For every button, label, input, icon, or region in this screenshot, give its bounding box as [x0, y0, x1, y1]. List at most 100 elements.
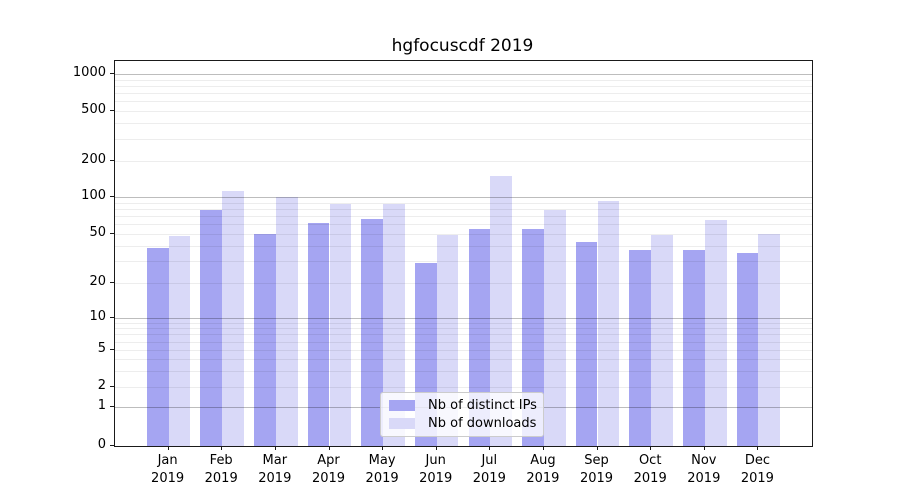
bar-downloads-jan	[168, 235, 191, 446]
x-tick-label: Oct 2019	[633, 453, 667, 486]
y-tick-mark	[110, 160, 114, 161]
legend-label-downloads: Nb of downloads	[428, 415, 537, 431]
x-tick-mark	[542, 446, 544, 450]
gridline-minor	[115, 334, 812, 336]
x-tick-mark	[274, 446, 276, 450]
x-tick-mark	[489, 446, 491, 450]
legend-item-downloads: Nb of downloads	[389, 415, 537, 432]
bar-distinct-ips-oct	[629, 249, 652, 446]
y-tick-label: 0	[97, 437, 106, 452]
x-tick-label: Aug 2019	[526, 453, 560, 486]
gridline-minor	[115, 216, 812, 217]
bar-distinct-ips-aug	[522, 228, 544, 446]
legend-swatch-downloads	[389, 417, 415, 429]
bar-downloads-dec	[758, 233, 781, 446]
gridline-minor	[115, 350, 812, 351]
y-tick-mark	[110, 445, 114, 446]
legend-item-distinct-ips: Nb of distinct IPs	[389, 397, 537, 414]
gridline-major	[115, 197, 812, 199]
bar-downloads-feb	[222, 191, 244, 446]
x-tick-label: Apr 2019	[311, 453, 346, 486]
bar-distinct-ips-may	[361, 219, 384, 446]
bar-downloads-may	[383, 204, 405, 446]
x-tick-label: Nov 2019	[687, 453, 721, 486]
y-tick-label: 500	[81, 102, 106, 117]
gridline-minor	[115, 370, 812, 372]
x-tick-mark	[596, 446, 598, 450]
y-tick-label: 1	[97, 398, 106, 413]
gridline-minor	[115, 123, 812, 125]
x-tick-label: May 2019	[365, 453, 399, 486]
bar-downloads-sep	[597, 200, 620, 446]
bar-downloads-aug	[543, 210, 566, 446]
y-tick-mark	[110, 196, 114, 198]
gridline-minor	[115, 341, 812, 343]
x-tick-label: Jul 2019	[472, 453, 506, 486]
x-tick-label: Feb 2019	[204, 453, 238, 486]
gridline-minor	[115, 79, 812, 81]
y-tick-label: 200	[81, 152, 106, 167]
y-tick-label: 50	[89, 224, 106, 240]
x-tick-mark	[650, 446, 652, 450]
gridline-major	[115, 74, 812, 76]
bar-distinct-ips-jan	[146, 248, 169, 446]
legend: Nb of distinct IPs Nb of downloads	[380, 392, 544, 437]
x-tick-mark	[167, 446, 169, 450]
bar-downloads-jul	[490, 176, 513, 446]
y-tick-mark	[110, 349, 114, 350]
bar-distinct-ips-mar	[254, 233, 276, 446]
gridline-minor	[115, 233, 812, 235]
gridline-minor	[115, 387, 812, 388]
gridline-major	[115, 317, 812, 319]
y-tick-label: 5	[97, 341, 106, 356]
y-tick-mark	[110, 406, 114, 407]
y-tick-label: 10	[89, 308, 106, 324]
gridline-minor	[115, 261, 812, 262]
gridline-minor	[115, 86, 812, 88]
legend-swatch-distinct-ips	[389, 400, 415, 412]
bar-distinct-ips-dec	[736, 252, 759, 446]
y-tick-mark	[110, 281, 114, 283]
gridline-minor	[115, 245, 812, 247]
x-tick-mark	[757, 446, 759, 450]
x-tick-mark	[382, 446, 384, 450]
y-tick-label: 20	[89, 273, 106, 289]
legend-label-distinct-ips: Nb of distinct IPs	[428, 398, 537, 414]
y-tick-label: 1000	[72, 65, 106, 81]
gridline-minor	[115, 322, 812, 324]
gridline-minor	[115, 138, 812, 140]
plot-area	[114, 60, 813, 447]
gridline-minor	[115, 224, 812, 226]
bar-downloads-apr	[329, 204, 352, 446]
x-tick-label: Jan 2019	[151, 453, 185, 486]
gridline-minor	[115, 93, 812, 95]
y-tick-label: 100	[81, 188, 106, 204]
x-tick-mark	[328, 446, 330, 450]
bar-downloads-nov	[704, 219, 727, 446]
y-tick-mark	[110, 110, 114, 111]
bar-distinct-ips-feb	[200, 210, 223, 446]
gridline-minor	[115, 282, 812, 284]
bar-distinct-ips-jul	[468, 228, 491, 446]
y-tick-mark	[110, 232, 114, 234]
gridline-minor	[115, 101, 812, 103]
x-tick-label: Jun 2019	[419, 453, 453, 486]
y-tick-label: 2	[97, 378, 106, 393]
x-tick-label: Mar 2019	[258, 453, 292, 486]
bar-downloads-oct	[651, 234, 673, 446]
x-tick-label: Dec 2019	[740, 453, 774, 486]
y-tick-mark	[110, 73, 114, 75]
x-tick-label: Sep 2019	[579, 453, 614, 486]
y-tick-mark	[110, 316, 114, 318]
y-tick-mark	[110, 386, 114, 387]
gridline-minor	[115, 328, 812, 330]
gridline-minor	[115, 161, 812, 162]
x-tick-mark	[221, 446, 223, 450]
x-tick-mark	[703, 446, 705, 450]
bar-distinct-ips-sep	[575, 241, 598, 446]
gridline-minor	[115, 111, 812, 112]
gridline-minor	[115, 359, 812, 360]
bar-distinct-ips-nov	[683, 249, 705, 446]
gridline-minor	[115, 209, 812, 210]
